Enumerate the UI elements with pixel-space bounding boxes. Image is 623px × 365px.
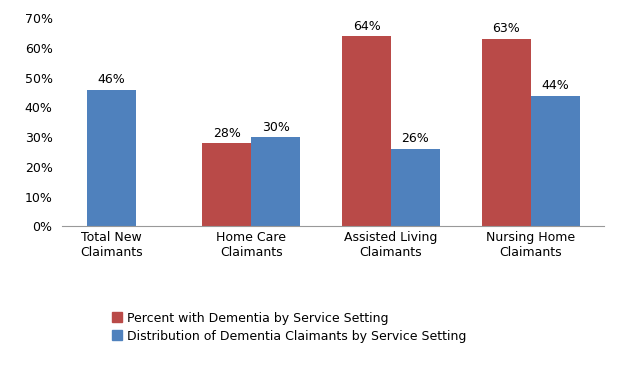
Text: 26%: 26% — [402, 132, 429, 146]
Text: 44%: 44% — [541, 79, 569, 92]
Text: 63%: 63% — [492, 23, 520, 35]
Legend: Percent with Dementia by Service Setting, Distribution of Dementia Claimants by : Percent with Dementia by Service Setting… — [112, 312, 466, 343]
Bar — [87, 89, 136, 226]
Text: 28%: 28% — [213, 127, 240, 139]
Text: 64%: 64% — [353, 19, 381, 32]
Bar — [482, 39, 531, 226]
Bar — [202, 143, 251, 226]
Bar — [391, 149, 440, 226]
Bar — [342, 36, 391, 226]
Bar — [251, 137, 300, 226]
Text: 46%: 46% — [98, 73, 125, 86]
Text: 30%: 30% — [262, 120, 290, 134]
Bar — [531, 96, 579, 226]
